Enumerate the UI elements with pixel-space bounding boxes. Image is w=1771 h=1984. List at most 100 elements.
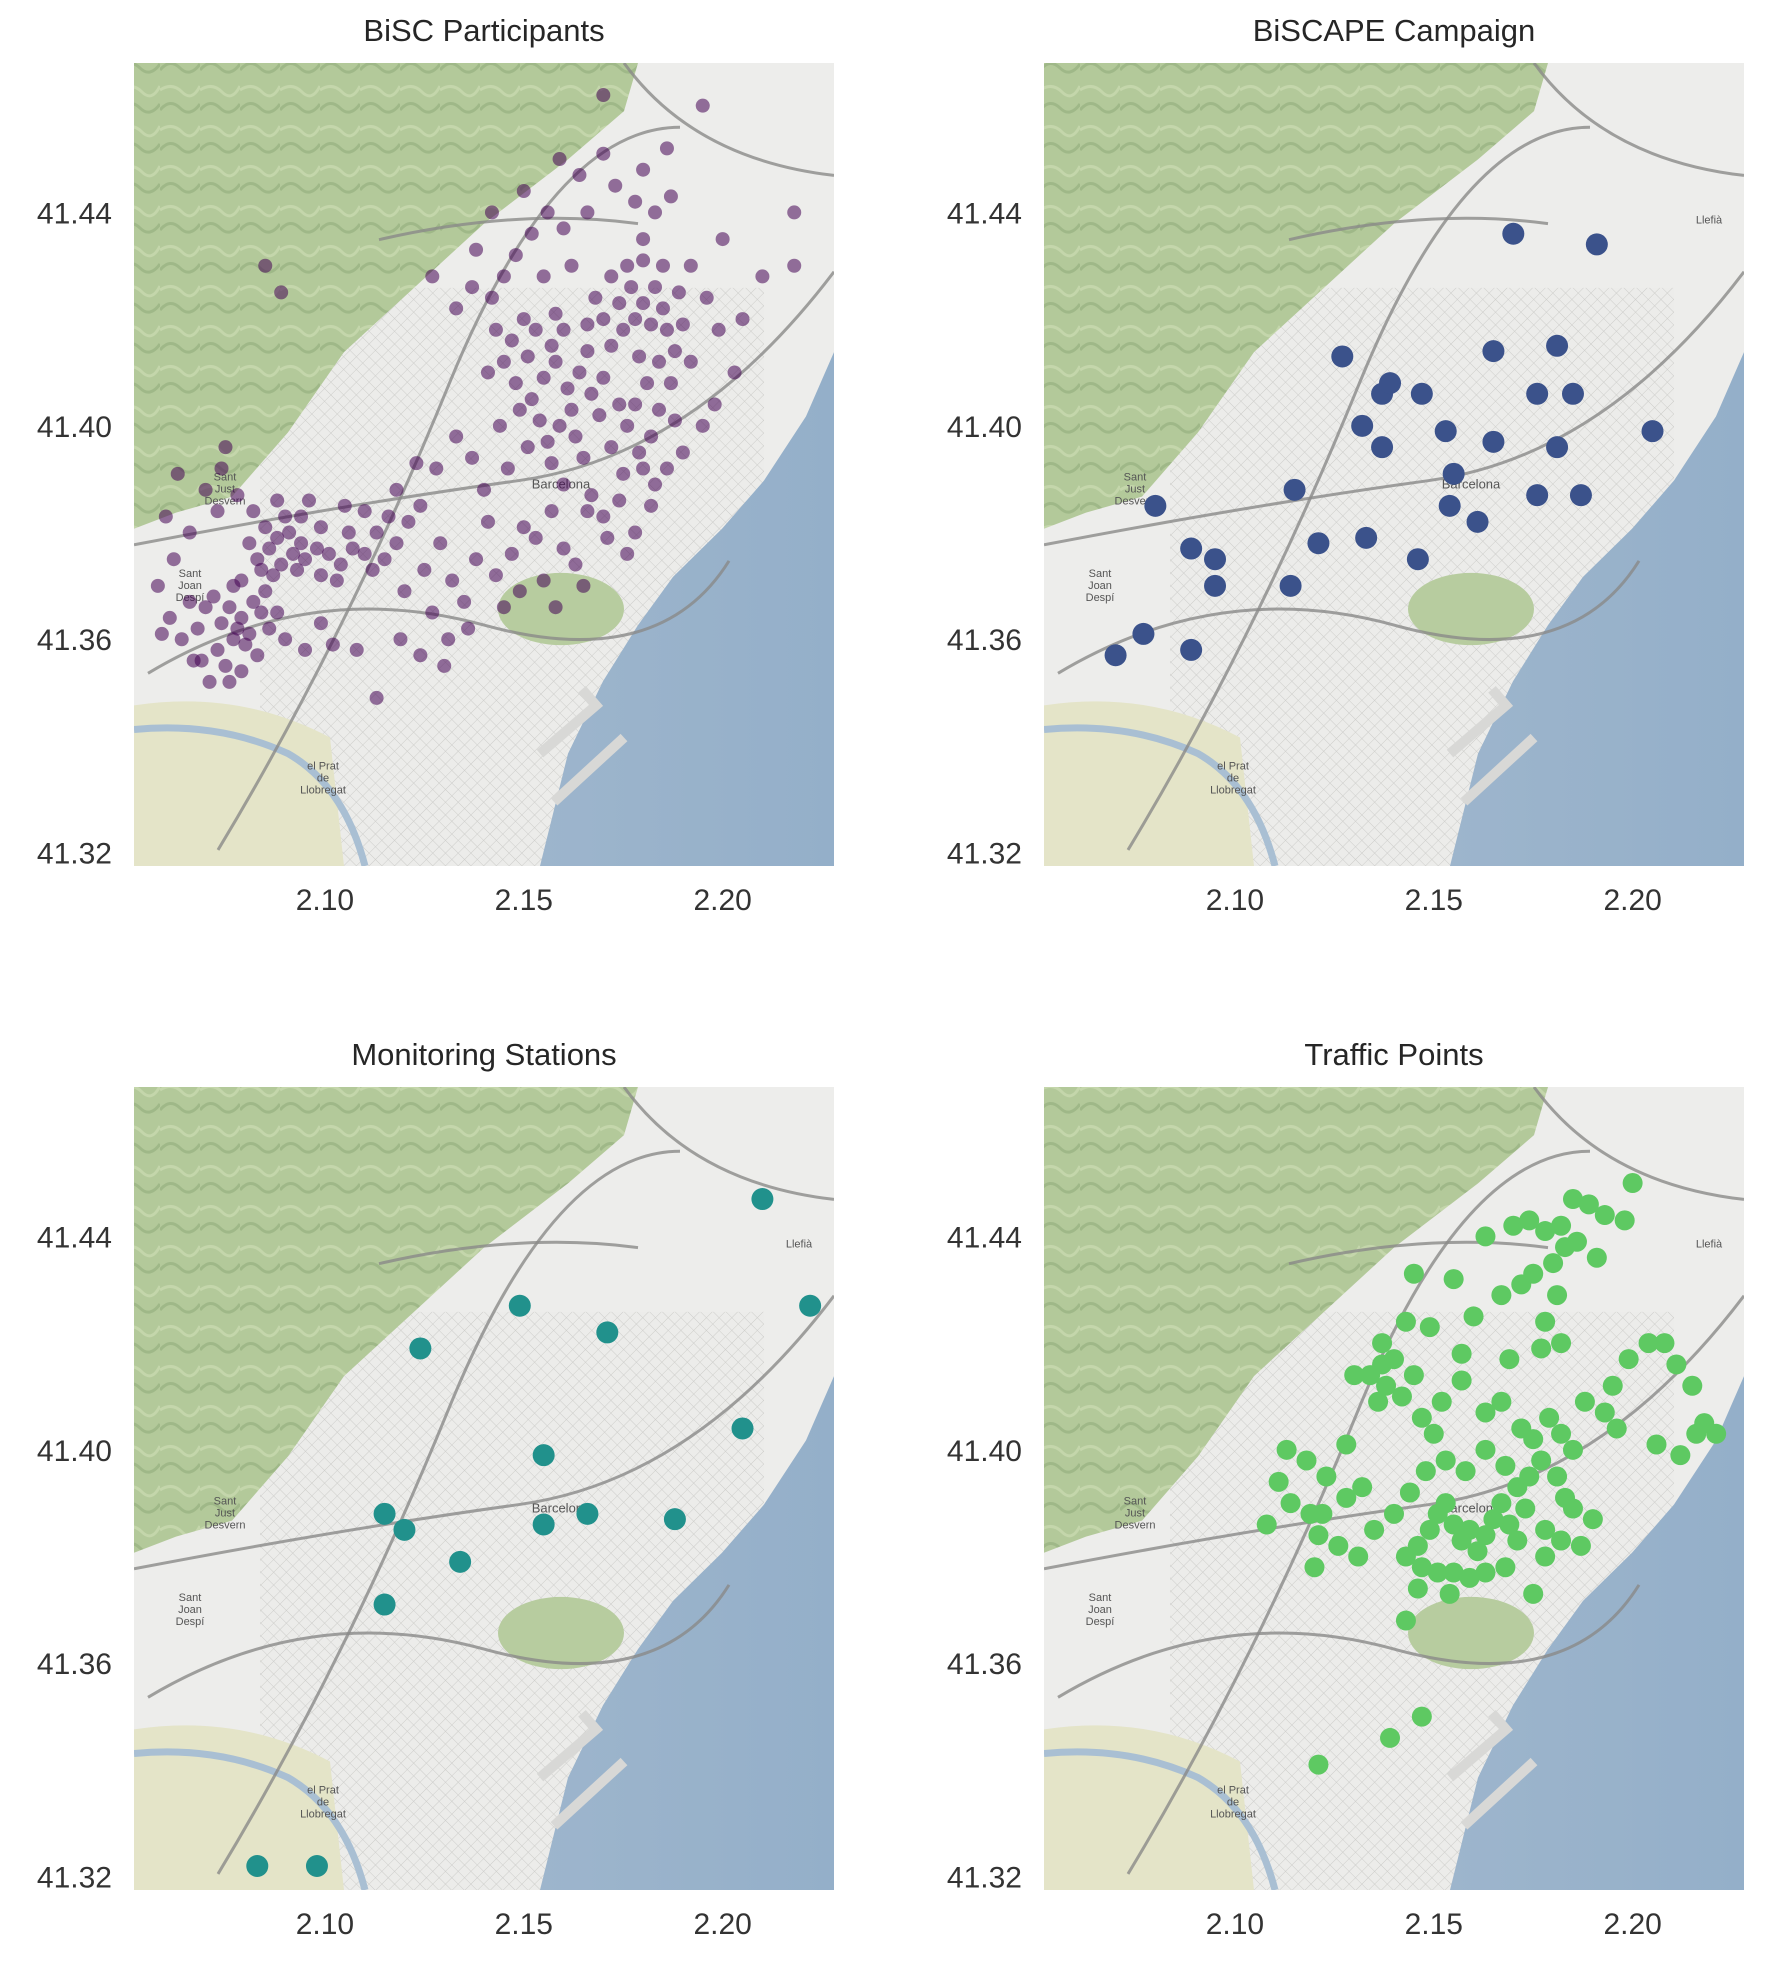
data-point [528, 530, 543, 545]
data-point [524, 226, 539, 241]
data-point [484, 205, 499, 220]
data-point [1308, 1525, 1329, 1546]
panel-traffic-points: Traffic Points Barcelona Sant Just Desvern Sa… [947, 1037, 1744, 1941]
data-point [1380, 1727, 1401, 1748]
data-point [608, 178, 623, 193]
data-point [393, 632, 408, 647]
data-point [425, 269, 440, 284]
data-point [218, 658, 233, 673]
data-point [445, 573, 460, 588]
data-point [1535, 1311, 1556, 1332]
data-point [616, 466, 631, 481]
data-point [1503, 1215, 1524, 1236]
data-point [369, 690, 384, 705]
data-point [469, 242, 484, 257]
data-point [286, 546, 301, 561]
data-point [628, 194, 643, 209]
mountain-terrain [1044, 63, 1548, 529]
data-point [636, 253, 651, 268]
data-point [556, 477, 571, 492]
montjuic-park [1408, 572, 1534, 646]
data-point [572, 168, 587, 183]
data-point [437, 658, 452, 673]
data-point [1411, 1706, 1432, 1727]
chart-title: Traffic Points [1304, 1037, 1483, 1072]
data-point [1415, 1461, 1436, 1482]
data-point [1586, 1247, 1607, 1268]
data-point [512, 584, 527, 599]
data-point [1435, 1493, 1456, 1514]
data-point [282, 525, 297, 540]
data-point [1328, 1535, 1349, 1556]
montjuic-park [1408, 1596, 1534, 1670]
y-tick-label: 41.44 [947, 1221, 1022, 1254]
data-point [596, 88, 611, 103]
data-point [238, 637, 253, 652]
data-point [1331, 345, 1354, 368]
y-tick-label: 41.36 [947, 1648, 1022, 1681]
data-point [1666, 1354, 1687, 1375]
data-point [186, 653, 201, 668]
llobregat-river [134, 1748, 369, 1890]
data-point [1495, 1557, 1516, 1578]
data-point [309, 541, 324, 556]
data-point [1399, 1482, 1420, 1503]
data-point [1384, 1503, 1404, 1524]
data-point [659, 461, 674, 476]
data-point [401, 514, 416, 529]
data-point [182, 594, 197, 609]
data-point [1372, 1333, 1393, 1354]
data-point [1706, 1423, 1727, 1444]
major-road [1044, 270, 1744, 547]
data-point [1491, 1493, 1512, 1514]
data-point [636, 296, 651, 311]
chart-title: Monitoring Stations [351, 1037, 616, 1072]
data-point [516, 520, 531, 535]
data-point [588, 290, 603, 305]
y-tick-label: 41.44 [37, 197, 112, 230]
data-point [266, 568, 281, 583]
data-point [465, 280, 480, 295]
major-road [1288, 1240, 1549, 1266]
data-point [1308, 1754, 1329, 1775]
data-point [1411, 1557, 1432, 1578]
data-point [1304, 1557, 1325, 1578]
data-point [397, 584, 412, 599]
data-point [246, 504, 261, 519]
data-point [1379, 372, 1402, 395]
data-point [596, 370, 611, 385]
delta-farmland [1044, 1725, 1254, 1890]
data-point [1355, 526, 1378, 549]
data-point [735, 312, 750, 327]
data-point [162, 610, 177, 625]
data-point [1180, 638, 1203, 661]
data-point [644, 498, 659, 513]
data-point [584, 488, 599, 503]
data-point [1483, 1509, 1504, 1530]
data-point [1443, 1514, 1464, 1535]
data-point [1482, 340, 1505, 363]
data-point [465, 450, 480, 465]
major-road [622, 63, 834, 177]
data-point [612, 493, 627, 508]
data-point [222, 674, 237, 689]
data-point [182, 525, 197, 540]
data-point [1531, 1338, 1552, 1359]
data-point [1570, 1535, 1591, 1556]
data-point [568, 557, 583, 572]
data-point [604, 440, 619, 455]
data-point [632, 445, 647, 460]
data-point [659, 322, 674, 337]
data-point [198, 600, 213, 615]
data-point [1406, 548, 1429, 571]
data-point [1526, 484, 1549, 507]
data-point [1641, 420, 1664, 443]
data-point [636, 232, 651, 247]
data-point [556, 322, 571, 337]
data-point [1526, 382, 1549, 405]
data-point [644, 317, 659, 332]
data-point [1256, 1514, 1277, 1535]
data-point [628, 525, 643, 540]
data-point [190, 621, 205, 636]
